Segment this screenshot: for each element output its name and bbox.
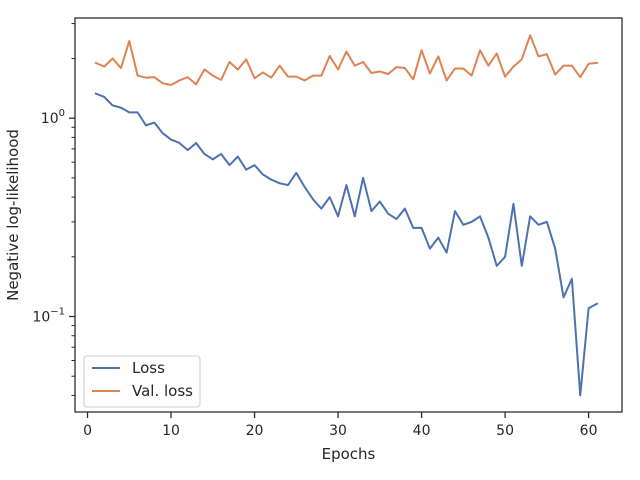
plot-frame <box>74 17 623 413</box>
x-tick-label: 30 <box>329 423 347 439</box>
legend-label-val-loss: Val. loss <box>132 382 193 400</box>
x-tick-label: 60 <box>580 423 598 439</box>
x-tick-label: 20 <box>246 423 264 439</box>
y-tick-label: 100 <box>41 108 65 127</box>
series-line-loss <box>94 92 599 397</box>
x-tick-label: 0 <box>83 423 92 439</box>
series-line-val-loss <box>94 34 599 86</box>
x-tick-label: 10 <box>162 423 180 439</box>
x-tick-label: 50 <box>496 423 514 439</box>
x-axis: 0 10 20 30 40 50 60 <box>83 412 598 439</box>
y-tick-label: 10−1 <box>32 307 65 326</box>
x-tick-label: 40 <box>413 423 431 439</box>
x-axis-label: Epochs <box>322 445 376 463</box>
y-axis: 10−1 100 <box>32 23 75 396</box>
legend: Loss Val. loss <box>83 355 201 408</box>
plot-series <box>94 34 599 397</box>
y-axis-label: Negative log-likelihood <box>4 129 22 301</box>
legend-label-loss: Loss <box>132 359 165 377</box>
